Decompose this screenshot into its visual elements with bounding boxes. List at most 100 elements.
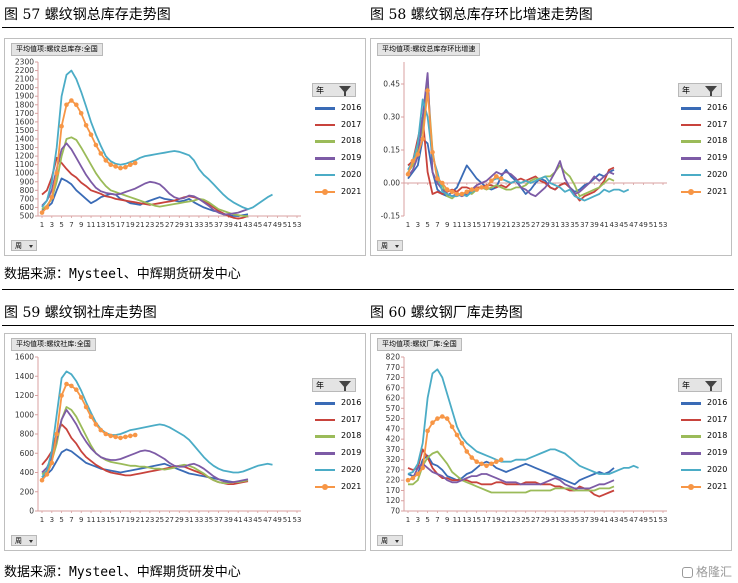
series-point-2021: [123, 434, 128, 440]
week-filter-button[interactable]: 周: [377, 535, 403, 546]
x-tick-label: 9: [79, 221, 83, 229]
legend-label: 2018: [707, 136, 728, 146]
x-tick-label: 29: [175, 516, 184, 524]
legend-label: 2017: [341, 414, 362, 424]
series-point-2021: [405, 477, 411, 483]
series-line-2020: [407, 368, 639, 475]
series-point-2021: [479, 461, 484, 467]
series-point-2021: [469, 187, 475, 192]
series-point-2021: [430, 420, 435, 425]
x-tick-label: 33: [560, 516, 569, 524]
legend-marker-dot: [688, 188, 694, 195]
y-tick-label: 600: [20, 203, 35, 212]
y-tick-label: 900: [20, 177, 35, 186]
x-tick-label: 31: [551, 516, 560, 524]
series-point-2021: [59, 123, 64, 129]
week-filter-button[interactable]: 周: [377, 240, 403, 251]
x-tick-label: 5: [59, 516, 63, 524]
legend-label: 2017: [707, 119, 728, 129]
title-rule-top: [2, 27, 734, 28]
x-tick-label: 53: [659, 221, 668, 229]
series-point-2021: [88, 414, 94, 419]
x-tick-label: 39: [224, 221, 233, 229]
x-tick-label: 9: [79, 516, 83, 524]
series-point-2021: [494, 174, 499, 179]
series-point-2021: [98, 427, 104, 433]
x-tick-label: 15: [472, 221, 481, 229]
y-tick-label: 1200: [15, 391, 34, 400]
y-tick-label: 700: [20, 194, 35, 203]
filter-funnel-stem-icon: [344, 387, 346, 391]
y-tick-label: 0.45: [383, 80, 400, 89]
y-tick-label: 1400: [15, 135, 34, 144]
y-tick-label: 2300: [15, 58, 34, 67]
y-tick-label: 1000: [15, 410, 34, 419]
legend-swatch: [681, 123, 701, 127]
y-tick-label: 520: [386, 414, 401, 423]
y-tick-label: 800: [20, 430, 35, 439]
x-tick-label: 41: [600, 516, 609, 524]
chart-frame: [370, 333, 732, 551]
y-tick-label: 1900: [15, 92, 34, 101]
y-tick-label: 500: [20, 212, 35, 221]
legend-year-filter[interactable]: 年: [312, 83, 356, 97]
x-tick-label: 37: [214, 516, 223, 524]
chart-frame: [4, 333, 366, 551]
x-tick-label: 37: [580, 516, 589, 524]
x-tick-label: 7: [435, 516, 439, 524]
legend-swatch: [681, 140, 701, 143]
x-tick-label: 25: [155, 516, 164, 524]
week-filter-button[interactable]: 周: [11, 240, 37, 251]
x-tick-label: 33: [194, 221, 203, 229]
y-tick-label: 1400: [15, 372, 34, 381]
series-point-2021: [118, 435, 123, 441]
series-point-2021: [103, 158, 109, 163]
y-tick-label: 570: [386, 404, 401, 413]
legend-year-filter[interactable]: 年: [678, 83, 722, 97]
legend-year-filter[interactable]: 年: [678, 378, 722, 392]
legend-year-filter[interactable]: 年: [312, 378, 356, 392]
series-line-2017: [41, 156, 249, 220]
legend-swatch: [315, 157, 335, 160]
x-tick-label: 1: [40, 221, 44, 229]
filter-funnel-stem-icon: [344, 92, 346, 96]
series-point-2021: [93, 422, 99, 427]
x-tick-label: 25: [521, 516, 530, 524]
series-line-2016: [41, 448, 249, 484]
x-tick-label: 7: [69, 221, 73, 229]
watermark-text: 格隆汇: [695, 565, 732, 579]
x-tick-label: 11: [87, 221, 96, 229]
filter-funnel-stem-icon: [710, 387, 712, 391]
x-tick-label: 23: [511, 221, 520, 229]
dropdown-arrow-icon: [395, 540, 399, 543]
y-tick-label: -0.15: [381, 212, 401, 221]
series-line-2017: [407, 448, 615, 498]
week-filter-button[interactable]: 周: [11, 535, 37, 546]
x-tick-label: 53: [293, 516, 302, 524]
legend-swatch: [681, 107, 701, 110]
series-point-2021: [64, 381, 69, 387]
x-tick-label: 35: [570, 221, 579, 229]
series-point-2021: [128, 162, 133, 167]
x-tick-label: 9: [445, 516, 449, 524]
x-tick-label: 13: [462, 221, 471, 229]
y-tick-label: 2100: [15, 75, 34, 84]
x-tick-label: 23: [511, 516, 520, 524]
series-point-2021: [498, 176, 504, 181]
x-tick-label: 23: [145, 516, 154, 524]
x-tick-label: 51: [649, 516, 658, 524]
series-point-2021: [464, 189, 470, 195]
x-tick-label: 43: [610, 221, 619, 229]
x-tick-label: 13: [96, 516, 105, 524]
x-tick-label: 49: [273, 516, 282, 524]
series-point-2021: [498, 457, 504, 462]
chart-panel-60: 70 120 170 220 270 320 370 420 470 520 570 620 670 72…: [370, 333, 732, 551]
x-tick-label: 47: [629, 221, 638, 229]
series-point-2021: [444, 416, 450, 421]
series-point-2021: [113, 164, 118, 169]
series-point-2021: [98, 151, 104, 156]
x-tick-label: 5: [425, 516, 429, 524]
filter-funnel-icon: [339, 381, 351, 388]
x-tick-label: 41: [234, 221, 243, 229]
series-point-2021: [459, 440, 465, 446]
